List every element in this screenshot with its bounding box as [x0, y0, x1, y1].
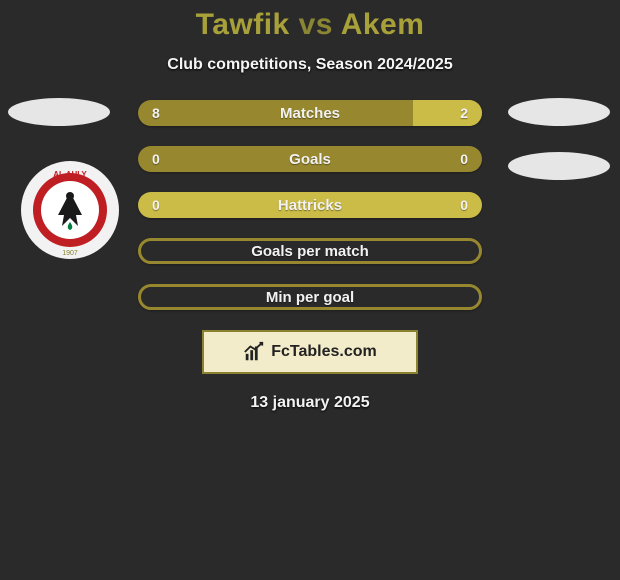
- stat-row-mpg: Min per goal: [138, 284, 482, 310]
- stat-row-gpm: Goals per match: [138, 238, 482, 264]
- svg-text:AL AHLY: AL AHLY: [53, 170, 87, 179]
- stat-goals-left: 0: [152, 151, 160, 167]
- page-title: Tawfik vs Akem: [0, 8, 620, 42]
- bar-chart-icon: [243, 341, 265, 363]
- stat-gpm-label: Goals per match: [251, 243, 369, 260]
- fctables-label: FcTables.com: [271, 343, 377, 361]
- stats-block: AL AHLY 1907 8 Matches 2 0 Goals 0 0 Hat…: [0, 100, 620, 310]
- player-1-badge: [8, 98, 110, 126]
- stat-matches-right: 2: [460, 105, 468, 121]
- stat-goals-right: 0: [460, 151, 468, 167]
- club-logo-left: AL AHLY 1907: [20, 160, 120, 260]
- stat-hattricks-left: 0: [152, 197, 160, 213]
- stat-row-matches: 8 Matches 2: [138, 100, 482, 126]
- date-label: 13 january 2025: [0, 394, 620, 412]
- subtitle: Club competitions, Season 2024/2025: [0, 56, 620, 74]
- al-ahly-crest-icon: AL AHLY 1907: [20, 160, 120, 260]
- stat-matches-label: Matches: [280, 105, 340, 122]
- stat-hattricks-label: Hattricks: [278, 197, 342, 214]
- player-2-name: Akem: [341, 8, 425, 41]
- stat-goals-label: Goals: [289, 151, 331, 168]
- svg-text:1907: 1907: [62, 250, 78, 257]
- stat-row-goals: 0 Goals 0: [138, 146, 482, 172]
- player-2-badge-1: [508, 98, 610, 126]
- stat-mpg-label: Min per goal: [266, 289, 354, 306]
- player-1-name: Tawfik: [196, 8, 290, 41]
- comparison-card: Tawfik vs Akem Club competitions, Season…: [0, 0, 620, 412]
- stat-row-hattricks: 0 Hattricks 0: [138, 192, 482, 218]
- stat-matches-left: 8: [152, 105, 160, 121]
- stat-hattricks-right: 0: [460, 197, 468, 213]
- fctables-watermark[interactable]: FcTables.com: [202, 330, 418, 374]
- stat-row-matches-fill: [413, 100, 482, 126]
- player-2-badge-2: [508, 152, 610, 180]
- title-vs: vs: [299, 8, 333, 41]
